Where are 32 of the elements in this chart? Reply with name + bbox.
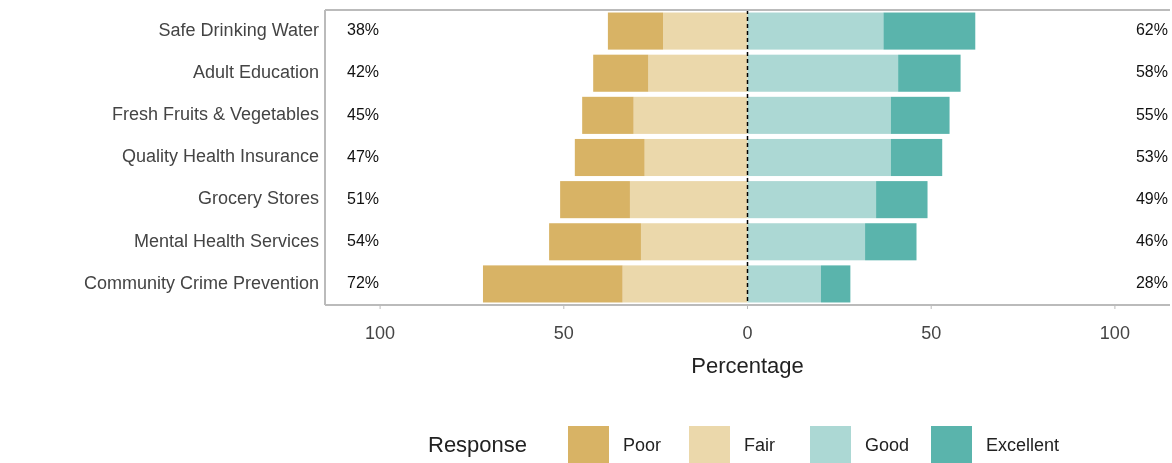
annotation: 28% xyxy=(1135,274,1168,292)
annotation: 49% xyxy=(1135,189,1168,207)
y-tick-label: Quality Health Insurance xyxy=(121,146,319,167)
annotation: 72% xyxy=(347,274,380,292)
annotation: 58% xyxy=(1135,63,1168,81)
x-tick-label: 50 xyxy=(553,323,574,343)
x-axis-title: Percentage xyxy=(691,353,804,378)
x-tick-label: 100 xyxy=(365,323,396,343)
y-tick-label: Adult Education xyxy=(192,61,319,82)
x-tick-label: 50 xyxy=(921,323,942,343)
legend-label: Poor xyxy=(623,434,662,455)
legend-title: Response xyxy=(428,431,528,457)
annotation: 45% xyxy=(347,105,380,123)
y-tick-label: Safe Drinking Water xyxy=(158,19,319,40)
legend-label: Excellent xyxy=(986,434,1060,455)
y-tick-label: Mental Health Services xyxy=(133,230,319,251)
legend-label: Good xyxy=(865,434,910,455)
annotation: 62% xyxy=(1135,21,1168,39)
annotation: 42% xyxy=(347,63,380,81)
annotation: 38% xyxy=(347,21,380,39)
y-tick-label: Fresh Fruits & Vegetables xyxy=(111,104,319,125)
annotation: 54% xyxy=(347,232,380,250)
legend-label: Fair xyxy=(744,434,775,455)
x-tick-label: 100 xyxy=(1099,323,1130,343)
annotation: 55% xyxy=(1135,105,1168,123)
annotation: 47% xyxy=(347,147,380,165)
y-tick-label: Grocery Stores xyxy=(197,188,319,209)
annotation: 51% xyxy=(347,189,380,207)
annotation: 46% xyxy=(1135,232,1168,250)
annotation: 53% xyxy=(1135,147,1168,165)
y-tick-label: Community Crime Prevention xyxy=(83,272,319,293)
x-tick-label: 0 xyxy=(742,323,753,343)
